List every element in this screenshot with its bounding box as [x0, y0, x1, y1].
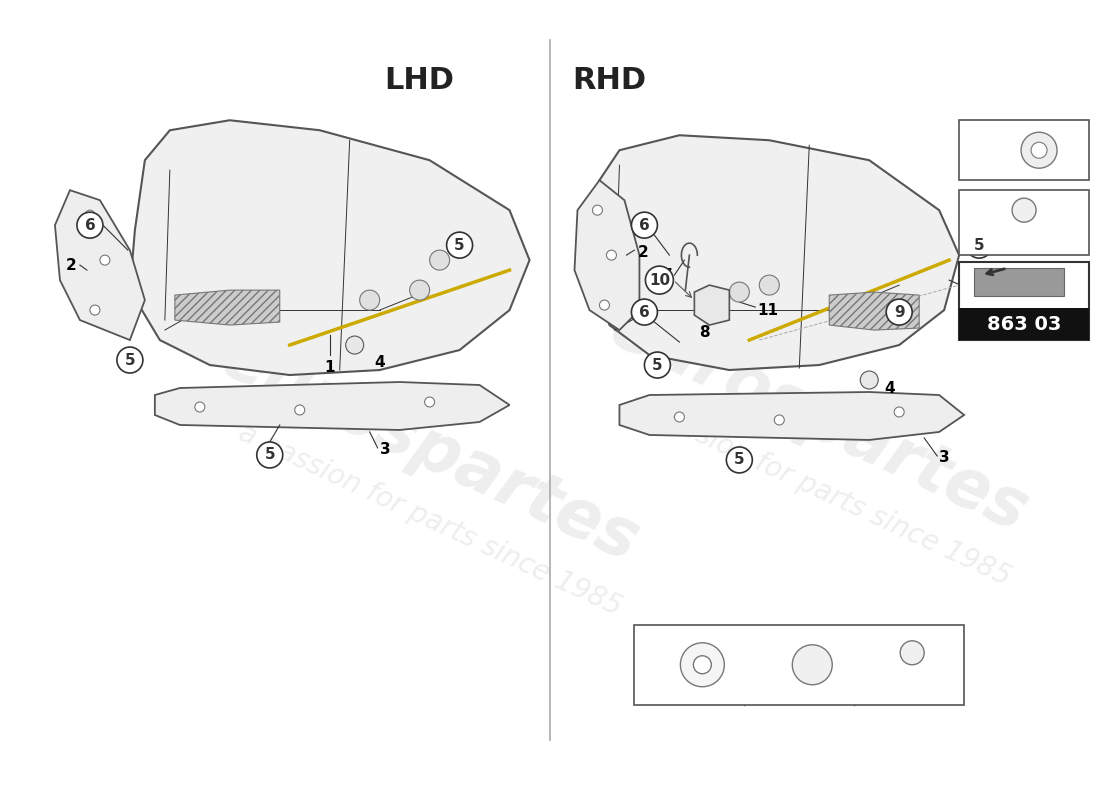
Circle shape	[600, 300, 609, 310]
Circle shape	[593, 205, 603, 215]
Text: 2: 2	[637, 245, 648, 260]
Circle shape	[360, 290, 379, 310]
Polygon shape	[574, 180, 639, 330]
Text: 1: 1	[324, 360, 336, 375]
Text: 5: 5	[454, 238, 465, 253]
Circle shape	[90, 305, 100, 315]
Circle shape	[887, 299, 912, 325]
Text: 6: 6	[967, 131, 977, 146]
Text: 10: 10	[755, 638, 773, 652]
Text: 11: 11	[757, 302, 779, 318]
Polygon shape	[619, 392, 964, 440]
Circle shape	[631, 299, 658, 325]
Text: 5: 5	[652, 358, 662, 373]
Bar	[959, 308, 1089, 340]
Text: 4: 4	[884, 381, 894, 395]
Text: 2: 2	[66, 258, 77, 273]
Circle shape	[729, 282, 749, 302]
Text: 9: 9	[862, 638, 872, 652]
Text: 863 03: 863 03	[987, 314, 1062, 334]
Bar	[959, 120, 1089, 180]
Bar	[975, 268, 1064, 296]
Text: a passion for parts since 1985: a passion for parts since 1985	[233, 418, 626, 622]
Bar	[635, 625, 964, 705]
Circle shape	[631, 212, 658, 238]
Text: 10: 10	[649, 273, 670, 288]
Circle shape	[774, 415, 784, 425]
Polygon shape	[130, 120, 529, 375]
Circle shape	[726, 447, 752, 473]
Circle shape	[100, 255, 110, 265]
Circle shape	[1031, 142, 1047, 158]
Circle shape	[425, 397, 435, 407]
Text: 8: 8	[700, 325, 710, 339]
Circle shape	[759, 275, 779, 295]
Circle shape	[792, 645, 833, 685]
Circle shape	[1012, 198, 1036, 222]
Text: eurospartes: eurospartes	[600, 294, 1038, 546]
Circle shape	[77, 212, 103, 238]
Text: 5: 5	[974, 238, 984, 253]
Bar	[959, 190, 1089, 255]
Polygon shape	[694, 285, 729, 325]
Circle shape	[646, 266, 673, 294]
Circle shape	[860, 371, 878, 389]
Polygon shape	[829, 292, 920, 330]
Text: a passion for parts since 1985: a passion for parts since 1985	[624, 389, 1015, 591]
Polygon shape	[175, 290, 279, 325]
Text: 5: 5	[124, 353, 135, 367]
Circle shape	[966, 232, 992, 258]
Text: 6: 6	[639, 218, 650, 233]
Circle shape	[345, 336, 364, 354]
Text: 3: 3	[939, 450, 949, 466]
Circle shape	[900, 641, 924, 665]
Text: 7: 7	[662, 268, 672, 282]
Text: 5: 5	[734, 453, 745, 467]
Circle shape	[256, 442, 283, 468]
Circle shape	[409, 280, 430, 300]
Circle shape	[645, 352, 670, 378]
Text: eurospartes: eurospartes	[210, 324, 649, 576]
Text: LHD: LHD	[385, 66, 454, 94]
Circle shape	[85, 210, 95, 220]
Text: 4: 4	[375, 354, 385, 370]
Bar	[959, 262, 1089, 340]
Circle shape	[1021, 132, 1057, 168]
Circle shape	[295, 405, 305, 415]
Circle shape	[447, 232, 473, 258]
Circle shape	[430, 250, 450, 270]
Text: 11: 11	[649, 638, 669, 652]
Circle shape	[117, 347, 143, 373]
Text: 1: 1	[969, 282, 980, 298]
Polygon shape	[594, 135, 959, 370]
Circle shape	[894, 407, 904, 417]
Text: RHD: RHD	[572, 66, 647, 94]
Text: 3: 3	[379, 442, 390, 458]
Circle shape	[693, 656, 712, 674]
Circle shape	[681, 642, 724, 686]
Polygon shape	[55, 190, 145, 340]
Circle shape	[674, 412, 684, 422]
Text: 5: 5	[967, 206, 977, 220]
Circle shape	[700, 295, 719, 315]
Text: 9: 9	[894, 305, 904, 319]
Circle shape	[195, 402, 205, 412]
Text: 6: 6	[85, 218, 96, 233]
Polygon shape	[155, 382, 509, 430]
Circle shape	[606, 250, 616, 260]
Text: 6: 6	[639, 305, 650, 319]
Text: 5: 5	[264, 447, 275, 462]
